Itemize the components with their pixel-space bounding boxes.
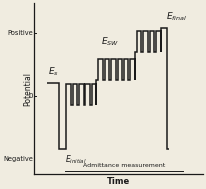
Y-axis label: Potential: Potential	[23, 72, 32, 106]
Text: 0: 0	[29, 93, 33, 99]
Text: $E_{SW}$: $E_{SW}$	[102, 35, 120, 48]
Text: Negative: Negative	[4, 156, 33, 162]
Text: $E_{initial}$: $E_{initial}$	[66, 154, 87, 166]
Text: $E_{s}$: $E_{s}$	[48, 66, 59, 78]
X-axis label: Time: Time	[107, 177, 130, 186]
Text: $E_{final}$: $E_{final}$	[166, 11, 187, 23]
Text: Admittance measurement: Admittance measurement	[83, 163, 165, 168]
Text: Positive: Positive	[8, 30, 33, 36]
